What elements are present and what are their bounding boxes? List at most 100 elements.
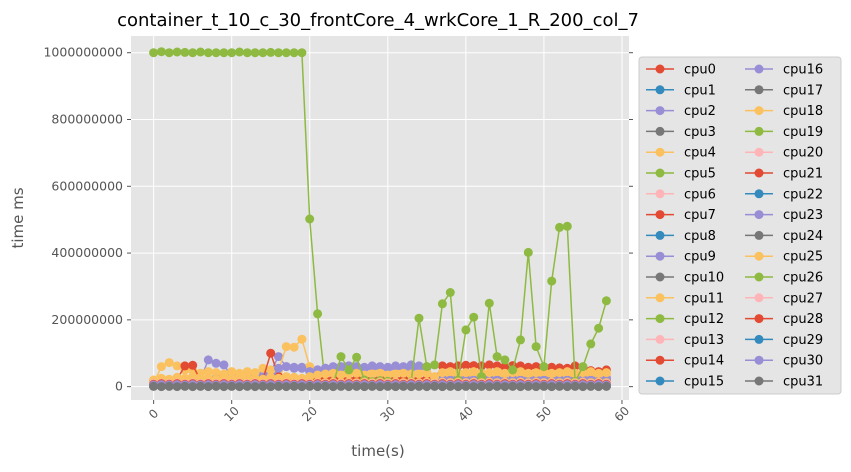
- data-point: [180, 48, 189, 57]
- data-point: [493, 367, 502, 376]
- chart-title: container_t_10_c_30_frontCore_4_wrkCore_…: [117, 10, 639, 31]
- data-point: [485, 382, 494, 391]
- legend-label: cpu28: [783, 312, 823, 327]
- legend-label: cpu13: [684, 333, 724, 348]
- data-point: [297, 364, 306, 373]
- data-point: [235, 382, 244, 391]
- legend-marker: [656, 335, 665, 344]
- legend-label: cpu12: [684, 312, 724, 327]
- legend-label: cpu19: [783, 125, 823, 140]
- legend-label: cpu5: [684, 167, 716, 182]
- y-axis-label: time ms: [9, 187, 27, 248]
- series-cpu31: [149, 382, 611, 391]
- data-point: [430, 360, 439, 369]
- data-point: [212, 359, 221, 368]
- legend-marker: [656, 273, 665, 282]
- data-point: [555, 223, 564, 232]
- data-point: [258, 48, 267, 57]
- legend-marker: [656, 169, 665, 178]
- data-point: [430, 382, 439, 391]
- data-point: [602, 368, 611, 377]
- data-point: [360, 382, 369, 391]
- data-point: [493, 352, 502, 361]
- data-point: [391, 382, 400, 391]
- data-point: [602, 296, 611, 305]
- legend-label: cpu7: [684, 208, 716, 223]
- data-point: [219, 48, 228, 57]
- x-tick-label: 10: [221, 404, 242, 425]
- data-point: [461, 382, 470, 391]
- data-point: [173, 48, 182, 57]
- data-point: [602, 382, 611, 391]
- y-tick-label: 1000000000: [43, 45, 123, 60]
- legend-marker: [755, 85, 764, 94]
- legend-label: cpu0: [684, 63, 716, 78]
- data-point: [165, 382, 174, 391]
- data-point: [297, 48, 306, 57]
- data-point: [422, 382, 431, 391]
- data-point: [415, 370, 424, 379]
- legend-marker: [755, 377, 764, 386]
- x-tick-label: 50: [534, 404, 555, 425]
- data-point: [157, 362, 166, 371]
- legend-label: cpu2: [684, 104, 716, 119]
- data-point: [469, 382, 478, 391]
- data-point: [547, 277, 556, 286]
- data-point: [532, 382, 541, 391]
- data-point: [578, 382, 587, 391]
- data-point: [282, 382, 291, 391]
- legend-marker: [656, 231, 665, 240]
- data-point: [493, 382, 502, 391]
- data-point: [149, 382, 158, 391]
- data-point: [516, 382, 525, 391]
- data-point: [446, 382, 455, 391]
- legend-label: cpu25: [783, 250, 823, 265]
- data-point: [290, 343, 299, 352]
- data-point: [352, 382, 361, 391]
- legend-marker: [656, 65, 665, 74]
- data-point: [485, 368, 494, 377]
- legend-label: cpu23: [783, 208, 823, 223]
- legend-label: cpu17: [783, 83, 823, 98]
- data-point: [547, 382, 556, 391]
- legend-label: cpu18: [783, 104, 823, 119]
- data-point: [415, 361, 424, 370]
- legend-marker: [656, 314, 665, 323]
- x-tick-label: 20: [299, 404, 320, 425]
- legend-marker: [656, 148, 665, 157]
- data-point: [415, 314, 424, 323]
- data-point: [282, 362, 291, 371]
- legend-marker: [656, 293, 665, 302]
- y-tick-label: 200000000: [51, 312, 123, 327]
- data-point: [219, 360, 228, 369]
- data-point: [415, 382, 424, 391]
- data-point: [485, 360, 494, 369]
- data-point: [376, 382, 385, 391]
- data-point: [391, 370, 400, 379]
- data-point: [500, 382, 509, 391]
- data-point: [532, 342, 541, 351]
- data-point: [594, 324, 603, 333]
- data-point: [180, 382, 189, 391]
- data-point: [461, 325, 470, 334]
- data-point: [274, 382, 283, 391]
- data-point: [563, 382, 572, 391]
- data-point: [594, 369, 603, 378]
- data-point: [243, 382, 252, 391]
- data-point: [352, 353, 361, 362]
- data-point: [266, 349, 275, 358]
- legend-marker: [656, 252, 665, 261]
- plot-background: [131, 36, 629, 400]
- data-point: [149, 48, 158, 57]
- legend-marker: [755, 356, 764, 365]
- data-point: [282, 48, 291, 57]
- data-point: [266, 48, 275, 57]
- data-point: [555, 382, 564, 391]
- data-point: [524, 369, 533, 378]
- legend-marker: [755, 335, 764, 344]
- legend-label: cpu24: [783, 229, 823, 244]
- x-tick-label: 40: [456, 404, 477, 425]
- data-point: [524, 248, 533, 257]
